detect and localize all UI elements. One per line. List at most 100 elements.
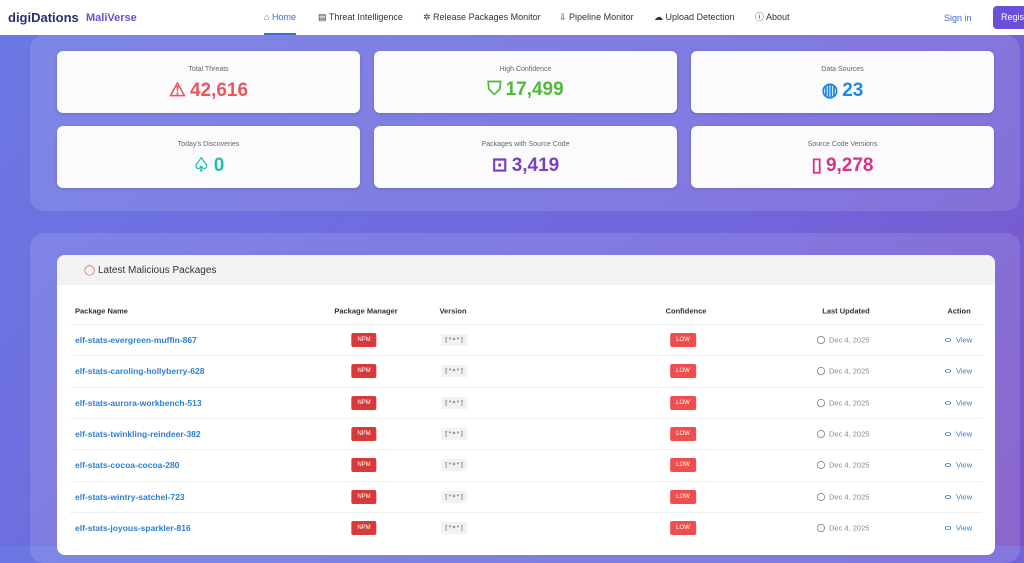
row-divider (70, 417, 982, 419)
register-button[interactable]: Register (993, 6, 1024, 29)
navbar: digiDations MaliVerse Sign in Register ⌂… (0, 0, 1024, 35)
stat-card: Total Threats ⚠ 42,616 (57, 51, 360, 113)
column-header: Package Name (75, 306, 128, 316)
stat-card: Source Code Versions ▯ 9,278 (691, 126, 994, 188)
manager-badge: NPM (351, 426, 377, 441)
manager-badge: NPM (351, 364, 377, 379)
manager-badge: NPM (351, 458, 377, 473)
stat-value-row: ⚠ 42,616 (57, 79, 360, 102)
confidence-badge: LOW (670, 364, 696, 379)
nav-link-text[interactable]: Home (271, 12, 296, 22)
view-link[interactable]: View (944, 492, 973, 501)
confidence-badge: LOW (670, 520, 696, 535)
package-link[interactable]: elf-stats-evergreen-muffin-867 (75, 335, 197, 345)
stat-label: Data Sources (821, 66, 864, 73)
stat-icon: ♤ (192, 155, 210, 176)
manager-badge: NPM (351, 333, 377, 347)
row-divider (70, 480, 982, 482)
column-header: Confidence (665, 306, 707, 316)
nav-link-text[interactable]: Upload Detection (665, 12, 735, 22)
confidence-badge: LOW (670, 333, 696, 347)
confidence-badge: LOW (670, 489, 696, 504)
column-header: Package Manager (334, 306, 398, 316)
nav-link[interactable]: ⌂ Home (264, 0, 296, 35)
view-link[interactable]: View (944, 523, 973, 533)
row-divider (70, 449, 982, 451)
nav-link[interactable]: ⓘ About (755, 12, 790, 22)
stat-card: Packages with Source Code ⊡ 3,419 (374, 126, 677, 188)
stat-card: Data Sources ◍ 23 (691, 51, 994, 113)
last-updated: Dec 4, 2025 (817, 366, 870, 376)
nav-link-text[interactable]: Release Packages Monitor (433, 12, 541, 22)
nav-link-text[interactable]: About (766, 12, 790, 22)
stat-value-row: ◍ 23 (691, 79, 994, 102)
last-updated: Dec 4, 2025 (817, 335, 870, 345)
version: ["*"] (441, 365, 467, 378)
column-header: Version (439, 306, 467, 316)
stat-label: High Confidence (499, 66, 552, 73)
sign-in[interactable]: Sign in (944, 12, 972, 23)
nav-link[interactable]: ☁ Upload Detection (654, 12, 735, 22)
last-updated: Dec 4, 2025 (817, 429, 870, 439)
manager-badge: NPM (351, 395, 377, 410)
last-updated: Dec 4, 2025 (817, 492, 870, 501)
column-header: Last Updated (822, 306, 870, 316)
view-link[interactable]: View (944, 460, 973, 470)
brand[interactable]: digiDations (8, 10, 79, 25)
version: ["*"] (441, 396, 467, 409)
nav-link-text[interactable]: Threat Intelligence (328, 12, 403, 22)
stat-icon: ⛉ (487, 79, 502, 100)
stat-icon: ⚠ (168, 80, 186, 101)
stat-value-row: ♤ 0 (57, 154, 360, 177)
row-divider (70, 355, 982, 357)
nav-link-text[interactable]: Pipeline Monitor (569, 12, 634, 22)
confidence-badge: LOW (670, 395, 696, 410)
package-link[interactable]: elf-stats-wintry-satchel-723 (75, 491, 185, 502)
stat-label: Source Code Versions (807, 141, 878, 148)
confidence-badge: LOW (670, 426, 696, 441)
card-title: Latest Malicious Packages (97, 265, 217, 276)
row-divider (70, 511, 982, 513)
nav-link[interactable]: ⇩ Pipeline Monitor (559, 12, 634, 22)
package-link[interactable]: elf-stats-twinkling-reindeer-382 (75, 428, 201, 439)
stat-icon: ◍ (821, 80, 839, 101)
stat-card: Today's Discoveries ♤ 0 (57, 126, 360, 188)
view-link[interactable]: View (944, 335, 973, 345)
stat-label: Packages with Source Code (481, 141, 570, 148)
view-link[interactable]: View (944, 366, 973, 376)
stat-value: 23 (842, 79, 864, 101)
row-divider (70, 386, 982, 388)
version: ["*"] (441, 427, 467, 440)
version: ["*"] (441, 521, 467, 534)
last-updated: Dec 4, 2025 (817, 523, 870, 533)
view-link[interactable]: View (944, 429, 973, 439)
product-name[interactable]: MaliVerse (86, 11, 137, 24)
view-link[interactable]: View (944, 398, 973, 408)
stat-label: Total Threats (188, 66, 229, 73)
stat-value: 17,499 (505, 79, 564, 100)
stat-value-row: ⛉ 17,499 (374, 79, 677, 101)
stat-value: 3,419 (511, 154, 560, 176)
column-header: Action (947, 306, 971, 316)
nav-link[interactable]: ✲ Release Packages Monitor (423, 12, 541, 22)
package-link[interactable]: elf-stats-caroling-hollyberry-628 (75, 366, 205, 377)
stat-value: 0 (213, 154, 225, 176)
page: digiDations MaliVerse Sign in Register ⌂… (0, 0, 1024, 546)
stat-icon: ▯ (811, 155, 822, 176)
last-updated: Dec 4, 2025 (817, 398, 870, 408)
package-link[interactable]: elf-stats-joyous-sparkler-816 (75, 522, 191, 533)
confidence-badge: LOW (670, 458, 696, 473)
stat-value: 9,278 (825, 154, 874, 176)
nav-link[interactable]: ▤ Threat Intelligence (318, 12, 403, 22)
stat-value-row: ▯ 9,278 (691, 154, 994, 177)
version: ["*"] (441, 490, 467, 503)
package-link[interactable]: elf-stats-cocoa-cocoa-280 (75, 460, 180, 471)
stat-card: High Confidence ⛉ 17,499 (374, 51, 677, 113)
stat-icon: ⊡ (491, 155, 508, 176)
row-divider (70, 324, 982, 325)
version: ["*"] (441, 459, 467, 472)
package-link[interactable]: elf-stats-aurora-workbench-513 (75, 397, 202, 408)
card-header: ◯ Latest Malicious Packages (57, 255, 995, 285)
stat-value: 42,616 (189, 79, 249, 101)
last-updated: Dec 4, 2025 (817, 460, 870, 470)
